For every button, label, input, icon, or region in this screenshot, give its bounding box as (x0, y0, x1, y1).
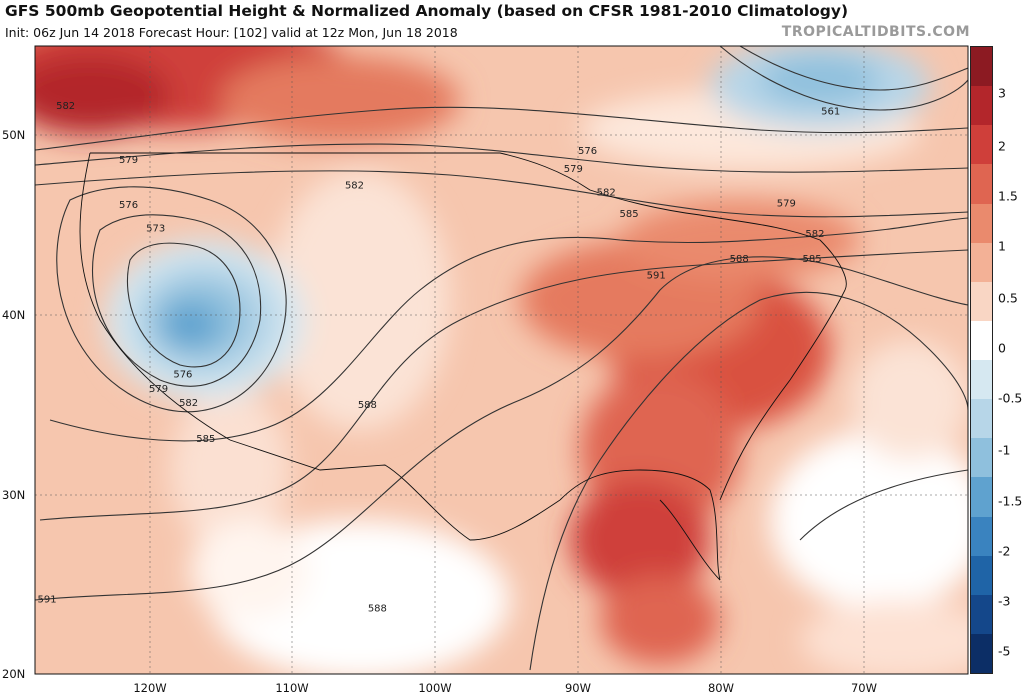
colorbar-segment (971, 242, 992, 282)
longitude-label: 90W (564, 681, 592, 695)
contour-height-label: 579 (564, 164, 583, 175)
colorbar-segment (971, 477, 992, 517)
chart-title: GFS 500mb Geopotential Height & Normaliz… (5, 2, 849, 20)
colorbar-segment (971, 360, 992, 400)
latitude-label: 20N (2, 667, 26, 681)
contour-height-label: 585 (196, 434, 215, 445)
colorbar-segment (971, 594, 992, 634)
contour-height-label: 576 (578, 146, 597, 157)
colorbar-tick-label: -3 (998, 593, 1011, 609)
brand-watermark: TROPICALTIDBITS.COM (781, 24, 970, 40)
contour-height-label: 591 (37, 594, 56, 605)
colorbar-segment (971, 633, 992, 673)
contour-height-label: 582 (179, 398, 198, 409)
map-frame (34, 45, 969, 675)
contour-height-label: 573 (146, 224, 165, 235)
contour-height-label: 582 (345, 180, 364, 191)
contour-height-label: 576 (173, 369, 192, 380)
contour-height-label: 582 (56, 101, 75, 112)
colorbar-tick-label: -0.5 (998, 390, 1023, 406)
contour-height-label: 579 (777, 198, 796, 209)
longitude-label: 70W (850, 681, 878, 695)
colorbar-tick-label: 0 (998, 340, 1006, 356)
colorbar-tick-label: 0.5 (998, 290, 1018, 306)
colorbar-segment (971, 516, 992, 556)
colorbar-tick-label: 3 (998, 85, 1006, 101)
colorbar-segment (971, 47, 992, 87)
latitude-label: 30N (2, 488, 26, 502)
colorbar-tick-label: 1 (998, 238, 1006, 254)
latitude-label: 40N (2, 308, 26, 322)
contour-height-label: 576 (119, 200, 138, 211)
colorbar-segment (971, 86, 992, 126)
colorbar-segment (971, 438, 992, 478)
longitude-label: 80W (707, 681, 735, 695)
contour-height-label: 579 (119, 155, 138, 166)
colorbar-segment (971, 203, 992, 243)
contour-height-label: 591 (647, 270, 666, 281)
height-contours (35, 46, 968, 671)
contour-height-label: 588 (730, 254, 749, 265)
political-borders (79, 152, 847, 581)
anomaly-shading (35, 46, 968, 674)
contour-height-label: 585 (803, 254, 822, 265)
colorbar-tick-label: 2 (998, 138, 1006, 154)
chart-subtitle: Init: 06z Jun 14 2018 Forecast Hour: [10… (5, 25, 458, 40)
colorbar-segment (971, 320, 992, 360)
contour-height-label: 588 (358, 400, 377, 411)
contour-labels: 582 579 576 573 582 576 579 582 585 588 588 591 576 5… (37, 101, 840, 614)
colorbar-tick-label: -2 (998, 543, 1011, 559)
graticule (35, 46, 968, 674)
contour-height-label: 561 (821, 107, 840, 118)
colorbar-segment (971, 164, 992, 204)
latitude-label: 50N (2, 128, 26, 142)
colorbar-tick-label: -5 (998, 643, 1011, 659)
colorbar-segment (971, 399, 992, 439)
colorbar-segment (971, 125, 992, 165)
colorbar-tick-label: 1.5 (998, 188, 1018, 204)
colorbar-tick-label: -1 (998, 442, 1011, 458)
colorbar-segment (971, 281, 992, 321)
colorbar-tick-label: -1.5 (998, 493, 1023, 509)
contour-height-label: 582 (805, 229, 824, 240)
contour-height-label: 585 (620, 209, 639, 220)
map-field: 582 579 576 573 582 576 579 582 585 588 588 591 576 5… (35, 46, 968, 674)
contour-height-label: 588 (368, 603, 387, 614)
contour-height-label: 582 (597, 188, 616, 199)
longitude-label: 100W (418, 681, 452, 695)
anomaly-colorbar (970, 46, 993, 674)
contour-height-label: 579 (149, 384, 168, 395)
longitude-label: 120W (133, 681, 167, 695)
longitude-label: 110W (275, 681, 309, 695)
colorbar-segment (971, 555, 992, 595)
